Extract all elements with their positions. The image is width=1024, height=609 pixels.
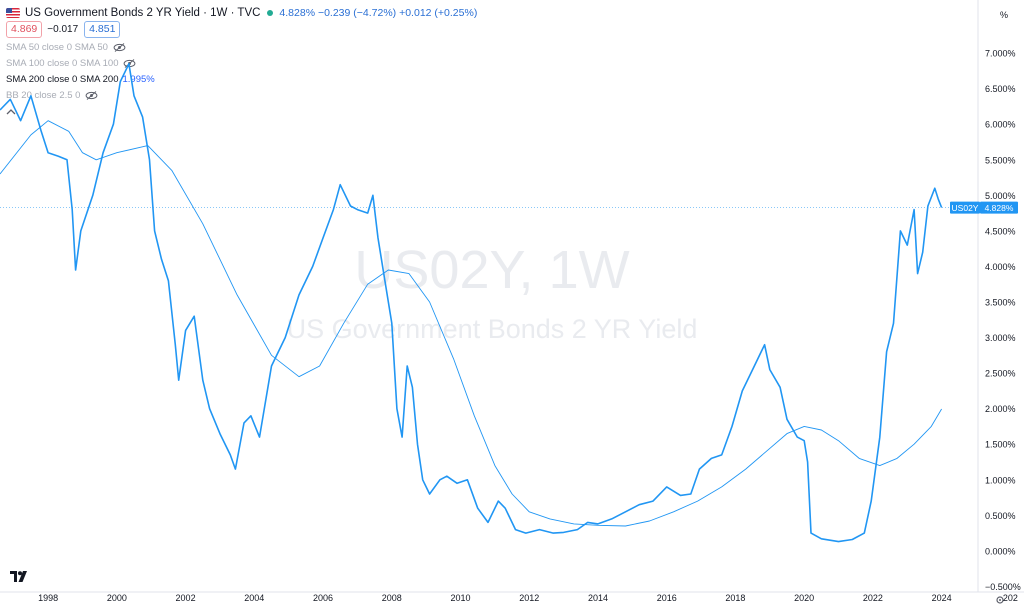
indicator-label: BB 20 close 2.5 0: [6, 90, 81, 101]
settings-gear-icon[interactable]: [996, 596, 1004, 604]
x-tick-label: 2010: [450, 593, 470, 603]
trade-row: 4.869 −0.017 4.851: [6, 21, 477, 38]
x-tick-label: 2006: [313, 593, 333, 603]
x-tick-label: 2008: [382, 593, 402, 603]
y-tick-label: 4.000%: [985, 262, 1016, 272]
symbol-title[interactable]: US Government Bonds 2 YR Yield · 1W · TV…: [25, 6, 261, 19]
price-tag-symbol: US02Y: [952, 203, 979, 213]
x-tick-label: 2018: [725, 593, 745, 603]
eye-off-icon[interactable]: [113, 43, 126, 52]
indicator-value: 1.995%: [122, 74, 155, 85]
y-tick-label: 1.000%: [985, 475, 1016, 485]
sell-price-button[interactable]: 4.869: [6, 21, 43, 38]
spread-value: −0.017: [47, 24, 79, 35]
y-tick-label: 2.500%: [985, 369, 1016, 379]
series-line-us02y[interactable]: [0, 63, 943, 543]
x-tick-label: 2000: [107, 593, 127, 603]
x-tick-label: 2016: [657, 593, 677, 603]
indicator-sma50[interactable]: SMA 50 close 0 SMA 50: [6, 40, 477, 55]
y-tick-label: 2.000%: [985, 404, 1016, 414]
y-axis-unit-label: %: [1000, 10, 1008, 20]
y-tick-label: 7.000%: [985, 49, 1016, 59]
indicator-sma200[interactable]: SMA 200 close 0 SMA 200 1.995%: [6, 72, 477, 87]
y-tick-label: 6.500%: [985, 84, 1016, 94]
x-tick-label: 202: [1003, 593, 1018, 603]
x-tick-label: 1998: [38, 593, 58, 603]
x-tick-label: 2004: [244, 593, 264, 603]
x-tick-label: 2024: [932, 593, 952, 603]
y-tick-label: −0.500%: [985, 582, 1021, 592]
x-tick-label: 2020: [794, 593, 814, 603]
x-tick-label: 2014: [588, 593, 608, 603]
buy-price-button[interactable]: 4.851: [84, 21, 121, 38]
y-tick-label: 5.500%: [985, 155, 1016, 165]
us-flag-icon: [6, 7, 20, 18]
y-tick-label: 6.000%: [985, 120, 1016, 130]
market-status-icon: [267, 9, 274, 16]
y-tick-label: 0.500%: [985, 511, 1016, 521]
ohlc-values: 4.828% −0.239 (−4.72%) +0.012 (+0.25%): [279, 6, 478, 19]
indicator-label: SMA 100 close 0 SMA 100: [6, 58, 119, 69]
tradingview-logo-icon: [10, 571, 27, 582]
indicator-label: SMA 200 close 0 SMA 200: [6, 74, 119, 85]
indicator-label: SMA 50 close 0 SMA 50: [6, 42, 108, 53]
y-tick-label: 4.500%: [985, 226, 1016, 236]
y-tick-label: 3.500%: [985, 298, 1016, 308]
y-tick-label: 0.000%: [985, 546, 1016, 556]
price-tag-symbol-bg: [950, 201, 980, 214]
y-tick-label: 1.500%: [985, 440, 1016, 450]
x-tick-label: 2002: [176, 593, 196, 603]
chart-legend: US Government Bonds 2 YR Yield · 1W · TV…: [6, 5, 477, 119]
indicator-bb[interactable]: BB 20 close 2.5 0: [6, 88, 477, 103]
watermark-name: US Government Bonds 2 YR Yield: [287, 314, 698, 344]
symbol-row: US Government Bonds 2 YR Yield · 1W · TV…: [6, 5, 477, 20]
price-tag-value: 4.828%: [985, 203, 1014, 213]
eye-off-icon[interactable]: [85, 91, 98, 100]
x-tick-label: 2022: [863, 593, 883, 603]
price-tag-value-bg: [980, 201, 1018, 214]
y-tick-label: 3.000%: [985, 333, 1016, 343]
series-line-sma200[interactable]: [0, 120, 942, 527]
collapse-legend-button[interactable]: [6, 104, 477, 119]
y-tick-label: 5.000%: [985, 191, 1016, 201]
chevron-up-icon: [6, 109, 16, 115]
watermark-symbol: US02Y, 1W: [354, 240, 629, 300]
x-tick-label: 2012: [519, 593, 539, 603]
